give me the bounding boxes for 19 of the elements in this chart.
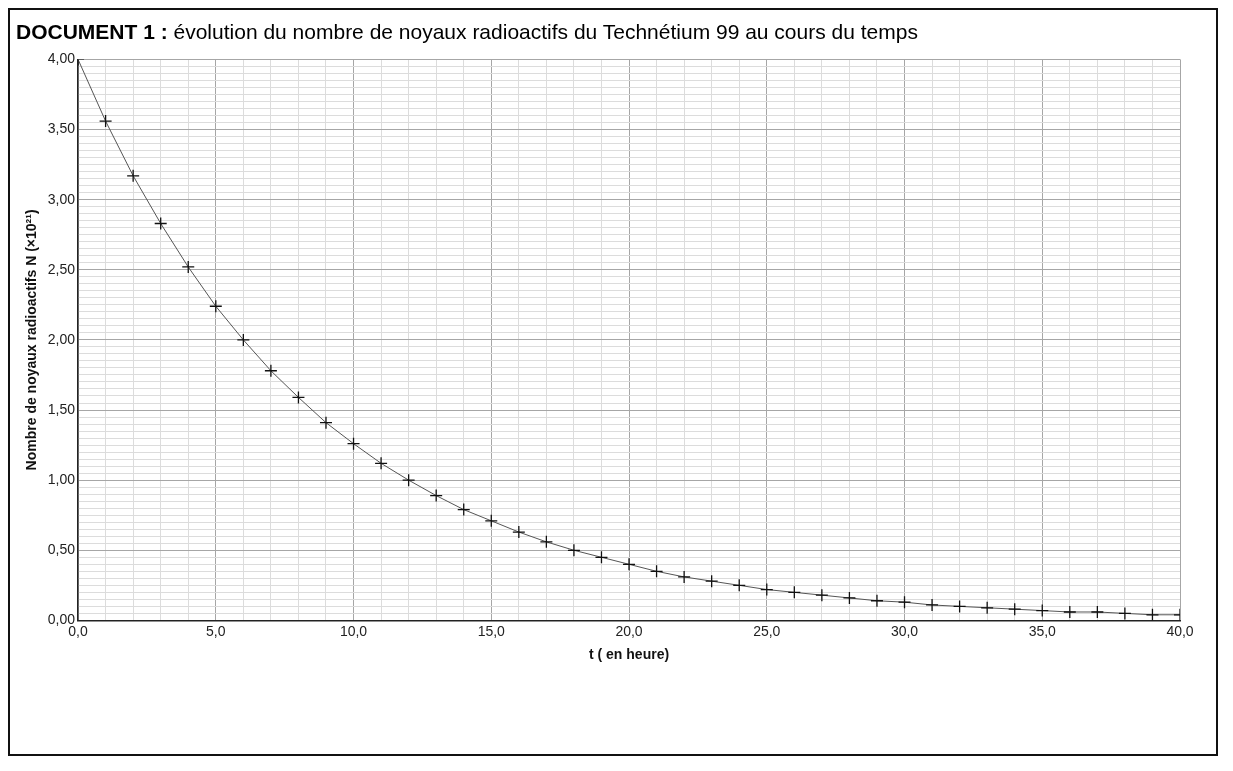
- chart-title: DOCUMENT 1 : évolution du nombre de noyaux radioactifs du Technétium 99 au cours du temps: [15, 19, 919, 45]
- y-axis-title: Nombre de noyaux radioactifs N (×10²¹): [23, 209, 40, 471]
- y-tick-label: 4,00: [47, 50, 76, 67]
- x-tick-label: 30,0: [890, 622, 919, 639]
- y-tick-label: 0,50: [47, 541, 76, 558]
- x-tick-label: 40,0: [1166, 622, 1194, 639]
- y-tick-label: 1,00: [47, 471, 76, 488]
- x-tick-label: 5,0: [206, 622, 226, 639]
- x-tick-label: 20,0: [615, 622, 643, 639]
- y-tick-label: 2,00: [47, 330, 76, 347]
- y-tick-label: 3,50: [47, 120, 76, 137]
- x-tick-label: 25,0: [753, 622, 781, 639]
- y-tick-label: 3,00: [47, 190, 76, 207]
- y-tick-label: 2,50: [47, 260, 76, 277]
- x-tick-label: 35,0: [1028, 622, 1057, 639]
- x-axis-title: t ( en heure): [588, 646, 670, 663]
- x-tick-label: 10,0: [339, 622, 368, 639]
- y-tick-label: 1,50: [47, 400, 76, 417]
- x-tick-label: 15,0: [477, 622, 506, 639]
